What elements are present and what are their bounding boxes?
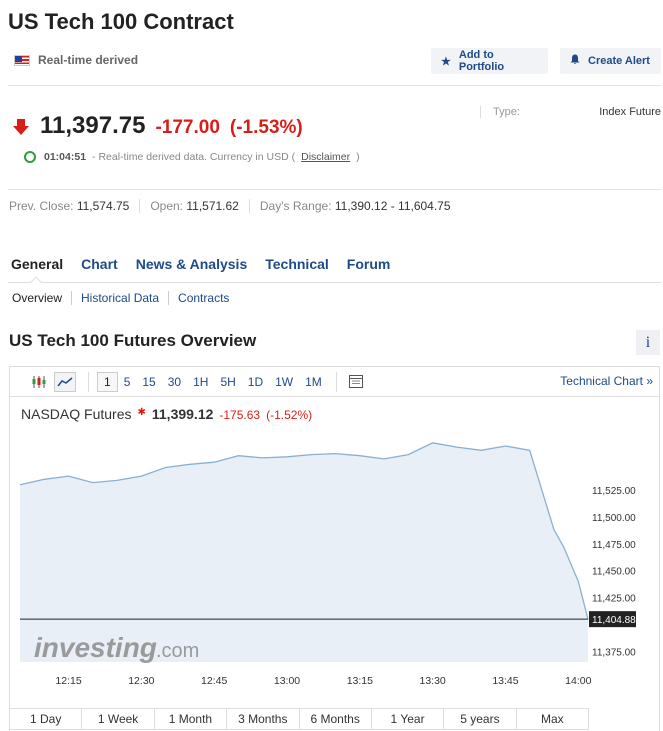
open-label: Open:	[150, 199, 184, 213]
subtab-historical-data[interactable]: Historical Data	[71, 291, 168, 305]
range-5-years[interactable]: 5 years	[443, 709, 515, 729]
quote-note: - Real-time derived data. Currency in US…	[92, 151, 296, 163]
interval-1h[interactable]: 1H	[193, 374, 209, 389]
divider	[8, 189, 661, 190]
y-tick-label: 11,525.00	[592, 486, 636, 497]
chart-quote-value: 11,399.12	[151, 406, 214, 422]
technical-chart-link[interactable]: Technical Chart »	[560, 374, 653, 388]
x-tick-label: 12:15	[55, 675, 81, 687]
bell-icon	[570, 54, 580, 68]
watermark-suffix: .com	[156, 640, 199, 662]
page-title: US Tech 100 Contract	[8, 9, 234, 34]
add-to-portfolio-button[interactable]: ★ Add to Portfolio	[431, 48, 548, 74]
arrow-down-icon	[13, 119, 29, 135]
range-1-week[interactable]: 1 Week	[81, 709, 153, 729]
chart-quote-change-pct: (-1.52%)	[266, 408, 313, 422]
tabs-underline	[8, 282, 661, 283]
chart-widget: 1 5 15 30 1H 5H 1D 1W 1M Technical Chart…	[9, 366, 660, 731]
range-max[interactable]: Max	[515, 709, 588, 729]
star-icon: ★	[441, 55, 451, 68]
chart-quote: NASDAQ Futures ✱ 11,399.12 -175.63 (-1.5…	[21, 406, 312, 422]
disclaimer-link[interactable]: Disclaimer	[301, 151, 351, 163]
tab-general[interactable]: General	[11, 256, 64, 272]
sub-tabs: Overview Historical Data Contracts	[12, 291, 238, 305]
tab-chart[interactable]: Chart	[81, 256, 118, 272]
realtime-label: Real-time derived	[38, 53, 139, 67]
chart-instrument-name: NASDAQ Futures	[21, 406, 132, 422]
x-tick-label: 13:45	[492, 675, 518, 687]
last-price-box	[589, 611, 636, 628]
range-value: 11,390.12 - 11,604.75	[334, 199, 451, 213]
watermark-logo: investing	[34, 632, 157, 663]
tab-news-analysis[interactable]: News & Analysis	[135, 256, 248, 272]
prev-close-value: 11,574.75	[76, 199, 130, 213]
us-flag-icon	[14, 54, 30, 66]
quote-note-end: )	[356, 151, 360, 163]
info-icon[interactable]: i	[636, 330, 660, 355]
realtime-row: Real-time derived	[14, 53, 138, 67]
y-tick-label: 11,425.00	[592, 594, 636, 605]
x-tick-label: 14:00	[565, 675, 591, 687]
main-tabs: General Chart News & Analysis Technical …	[11, 256, 390, 272]
subtab-contracts[interactable]: Contracts	[168, 291, 238, 305]
range-1-day[interactable]: 1 Day	[30, 712, 62, 726]
realtime-note: 01:04:51 - Real-time derived data. Curre…	[24, 151, 360, 163]
range-selector: 1 Day 1 Week 1 Month 3 Months 6 Months 1…	[9, 708, 589, 730]
y-tick-label: 11,475.00	[592, 540, 636, 551]
prev-close-label: Prev. Close:	[9, 199, 74, 213]
instrument-type: Type: Index Future	[480, 106, 661, 118]
area-chart-icon[interactable]	[54, 371, 76, 392]
candlestick-icon[interactable]	[28, 372, 50, 392]
type-label: Type:	[493, 106, 520, 118]
live-star-icon: ✱	[137, 407, 146, 418]
add-to-portfolio-label: Add to Portfolio	[458, 49, 505, 73]
quote-time: 01:04:51	[44, 151, 87, 163]
interval-1[interactable]: 1	[97, 371, 118, 392]
x-tick-label: 13:15	[347, 675, 373, 687]
open-value: 11,571.62	[186, 199, 239, 213]
type-value: Index Future	[599, 106, 661, 118]
price-change: -177.00	[155, 117, 220, 138]
interval-30[interactable]: 30	[167, 374, 182, 389]
interval-1d[interactable]: 1D	[247, 374, 264, 389]
interval-1w[interactable]: 1W	[275, 374, 294, 389]
last-price-label: 11,404.88	[592, 615, 636, 626]
clock-icon	[24, 151, 36, 163]
active-tab-pointer	[30, 276, 42, 288]
subtab-overview[interactable]: Overview	[12, 291, 63, 305]
y-tick-label: 11,375.00	[592, 647, 636, 658]
divider	[8, 85, 661, 86]
table-icon[interactable]	[345, 372, 367, 392]
section-title: US Tech 100 Futures Overview	[9, 331, 257, 350]
interval-1m[interactable]: 1M	[305, 374, 322, 389]
y-tick-label: 11,450.00	[592, 567, 636, 578]
stats-row: Prev. Close: 11,574.75 Open: 11,571.62 D…	[9, 199, 451, 213]
chart-quote-change: -175.63	[219, 408, 261, 422]
range-6-months[interactable]: 6 Months	[298, 709, 371, 729]
price-area	[20, 442, 588, 662]
tab-technical[interactable]: Technical	[265, 256, 329, 272]
create-alert-button[interactable]: Create Alert	[560, 48, 661, 74]
interval-5[interactable]: 5	[123, 374, 131, 389]
tab-forum[interactable]: Forum	[346, 256, 391, 272]
price-change-pct: (-1.53%)	[229, 117, 303, 138]
price-row: 11,397.75 -177.00 (-1.53%)	[12, 112, 303, 140]
range-1-month[interactable]: 1 Month	[153, 709, 226, 729]
interval-15[interactable]: 15	[142, 374, 156, 389]
range-1-year[interactable]: 1 Year	[370, 709, 443, 729]
chart-toolbar: 1 5 15 30 1H 5H 1D 1W 1M Technical Chart…	[10, 367, 659, 397]
y-tick-label: 11,500.00	[592, 513, 636, 524]
price-chart[interactable]: investing .com 11,404.88 11,525.00 11,500.00…	[10, 367, 661, 709]
last-price: 11,397.75	[40, 112, 146, 139]
range-label: Day's Range:	[259, 199, 332, 213]
x-tick-label: 12:30	[128, 675, 154, 687]
x-tick-label: 12:45	[201, 675, 227, 687]
create-alert-label: Create Alert	[588, 55, 650, 67]
price-line	[19, 442, 589, 620]
interval-5h[interactable]: 5H	[220, 374, 236, 389]
range-3-months[interactable]: 3 Months	[226, 709, 298, 729]
x-tick-label: 13:30	[420, 675, 446, 687]
x-tick-label: 13:00	[274, 675, 300, 687]
